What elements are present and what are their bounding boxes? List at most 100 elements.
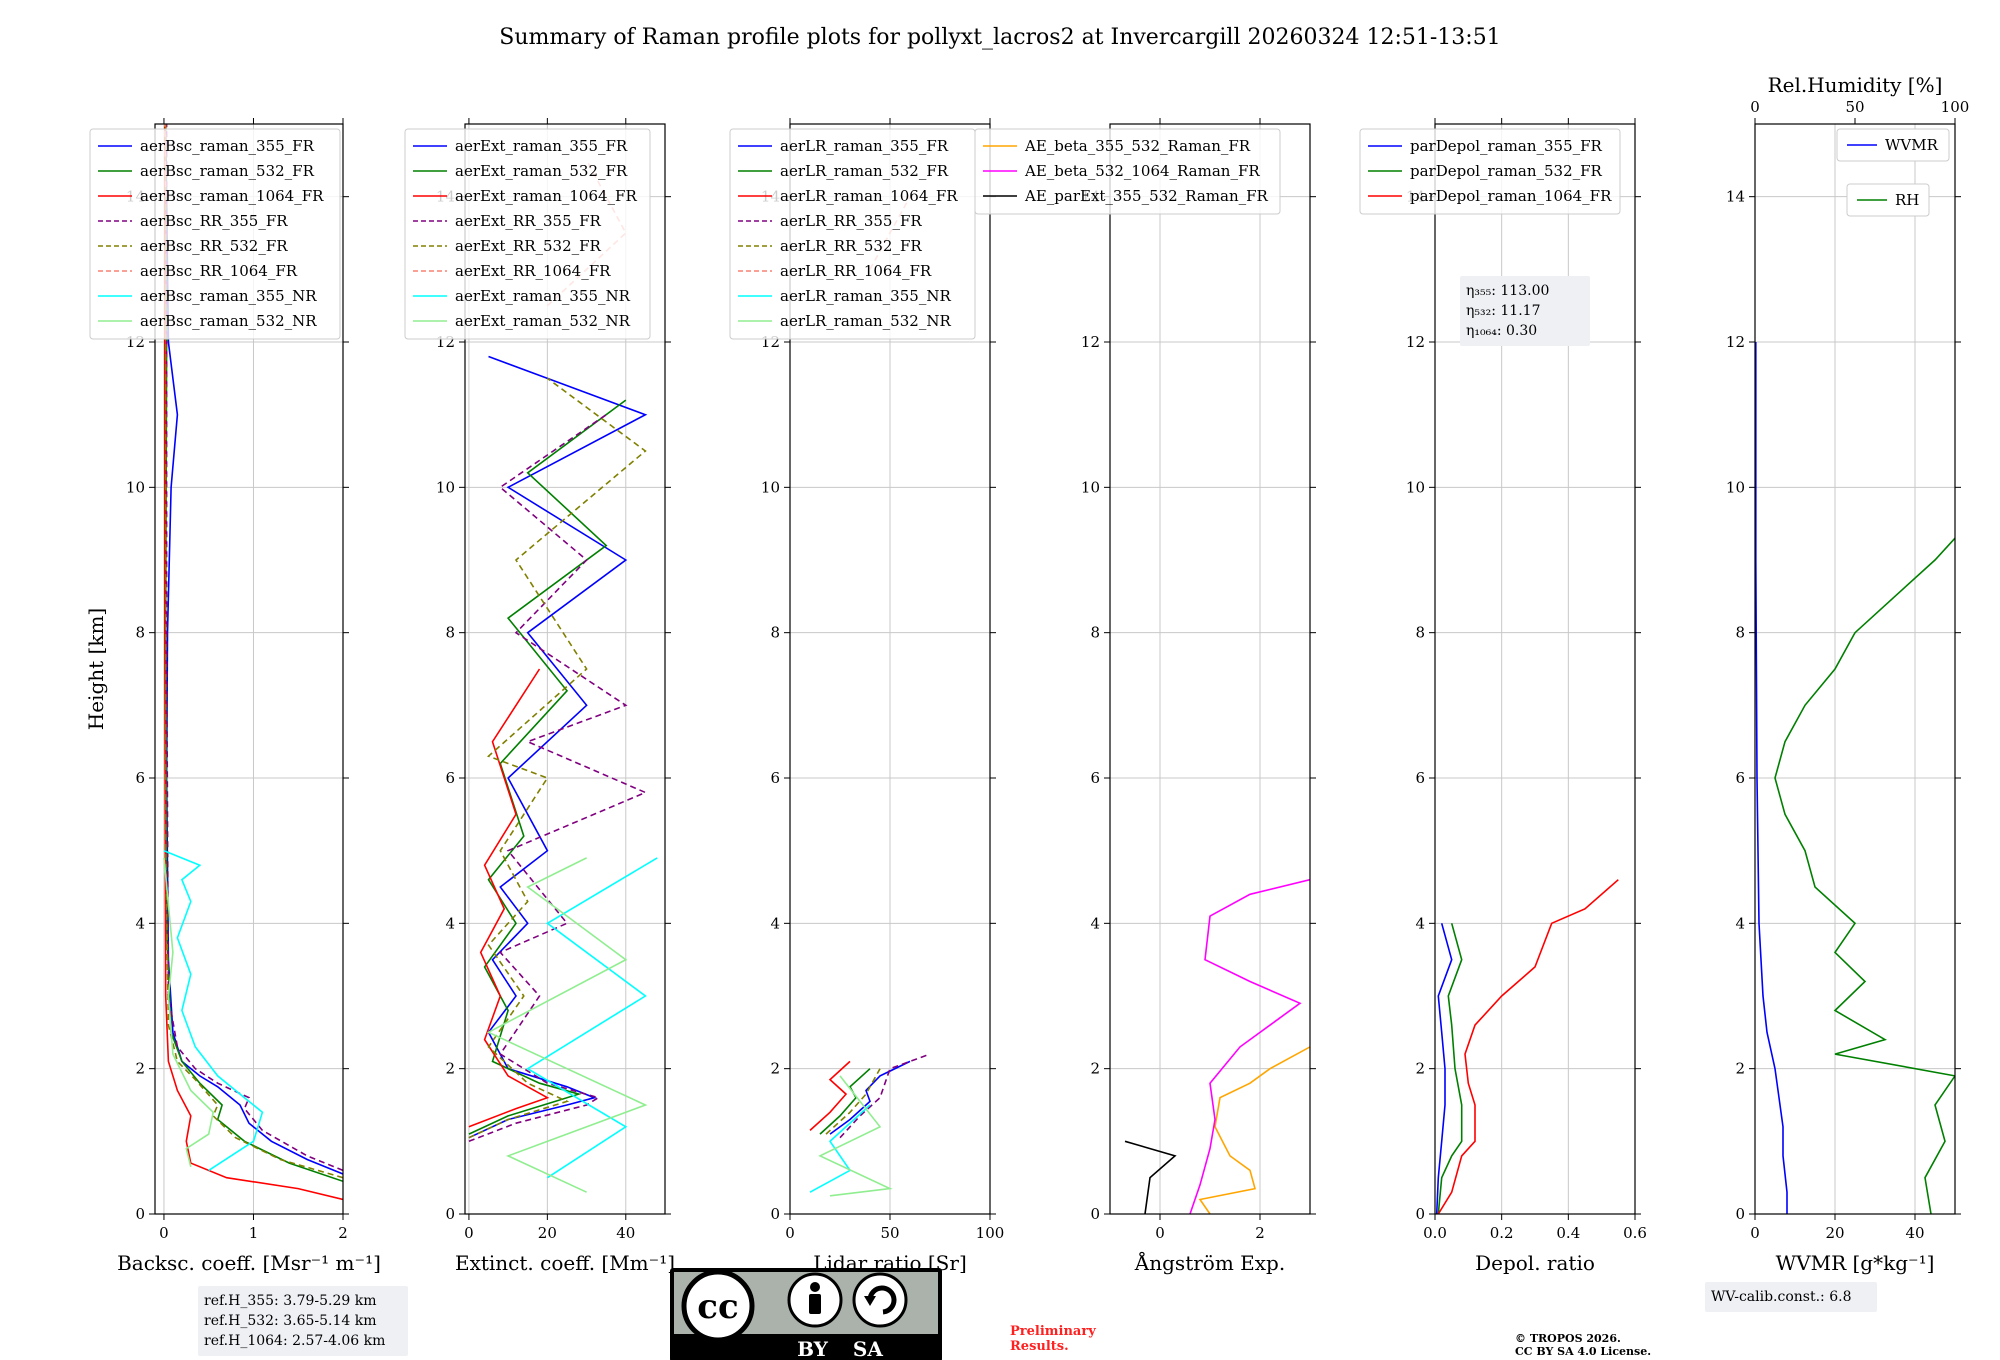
legend-label: aerExt_RR_532_FR — [455, 237, 602, 255]
info-textbox-line: ref.H_355: 3.79-5.29 km — [204, 1293, 377, 1309]
x-tick-label: 0.4 — [1556, 1224, 1580, 1242]
series-line-parDepol_raman_532_FR — [1437, 923, 1463, 1214]
panel-ext: 0204002468101214Extinct. coeff. [Mm⁻¹]ae… — [404, 118, 675, 1275]
x-tick-label: 0 — [785, 1224, 795, 1242]
info-textbox-line: ref.H_1064: 2.57-4.06 km — [204, 1333, 385, 1349]
top-x-axis-label: Rel.Humidity [%] — [1768, 73, 1943, 97]
legend-label: WVMR — [1885, 136, 1939, 154]
footer-group: cc BY SA Preliminary Results. © TROPOS 2026.… — [670, 1268, 1651, 1360]
y-tick-label: 0 — [135, 1205, 145, 1223]
info-textbox-line: WV-calib.const.: 6.8 — [1711, 1289, 1851, 1305]
x-tick-label: 2 — [1255, 1224, 1265, 1242]
legend-label: AE_parExt_355_532_Raman_FR — [1024, 187, 1269, 205]
series-line-aerLR_raman_1064_FR — [809, 1060, 851, 1131]
x-tick-label: 100 — [976, 1224, 1005, 1242]
y-tick-label: 10 — [1081, 478, 1100, 496]
legend-label: aerBsc_RR_355_FR — [140, 212, 288, 230]
y-tick-label: 10 — [126, 478, 145, 496]
series-line-aerLR_raman_532_NR — [818, 1075, 893, 1197]
series-line-aerExt_raman_1064_FR — [468, 668, 550, 1128]
series-group — [1124, 878, 1310, 1214]
legend-box — [1359, 128, 1621, 215]
y-tick-label: 0 — [1735, 1205, 1745, 1223]
y-tick-label: 2 — [770, 1060, 780, 1078]
legend-label: aerExt_raman_532_NR — [455, 312, 631, 330]
preliminary-note: Preliminary Results. — [1010, 1324, 1096, 1354]
x-tick-label: 0.2 — [1490, 1224, 1514, 1242]
info-textbox-line: η₃₅₅: 113.00 — [1466, 283, 1549, 299]
top-x-tick-label: 0 — [1750, 98, 1760, 116]
series-line-aerLR_RR_532_FR — [825, 1068, 881, 1135]
preliminary-note-line: Results. — [1010, 1339, 1069, 1354]
series-line-parDepol_raman_1064_FR — [1437, 879, 1619, 1214]
series-line-aerExt_raman_355_FR — [468, 355, 648, 1139]
legend-label: aerBsc_raman_355_FR — [140, 137, 315, 155]
top-x-tick-label: 100 — [1941, 98, 1970, 116]
y-tick-label: 10 — [1406, 478, 1425, 496]
cc-circle-letters: cc — [697, 1287, 738, 1327]
series-group — [1755, 342, 1955, 1214]
y-tick-label: 0 — [1090, 1205, 1100, 1223]
series-group — [809, 196, 931, 1197]
legend-box — [89, 128, 341, 340]
legend-box — [1846, 183, 1930, 217]
series-group — [163, 124, 343, 1201]
series-line-WVMR — [1755, 342, 1788, 1214]
x-tick-label: 20 — [1825, 1224, 1844, 1242]
legend-label: aerBsc_RR_532_FR — [140, 237, 288, 255]
y-tick-label: 0 — [770, 1205, 780, 1223]
y-tick-label: 2 — [135, 1060, 145, 1078]
series-group — [468, 159, 658, 1193]
series-line-aerBsc_raman_355_FR — [164, 124, 343, 1175]
y-tick-label: 8 — [1090, 624, 1100, 642]
x-tick-label: 0 — [464, 1224, 474, 1242]
info-textbox: WV-calib.const.: 6.8 — [1705, 1282, 1877, 1312]
legend-label: aerLR_RR_532_FR — [780, 237, 922, 255]
x-axis-label: Ångström Exp. — [1134, 1250, 1285, 1275]
sa-arrow-head — [864, 1296, 876, 1306]
y-tick-label: 6 — [770, 769, 780, 787]
legend-wvmr: WVMR — [1836, 128, 1950, 162]
x-tick-label: 0 — [1155, 1224, 1165, 1242]
legend-label: aerBsc_raman_532_FR — [140, 162, 315, 180]
y-tick-label: 4 — [135, 914, 145, 932]
series-line-aerBsc_raman_355_NR — [163, 849, 264, 1172]
y-tick-label: 0 — [445, 1205, 455, 1223]
y-tick-label: 12 — [1726, 333, 1745, 351]
legend-label: parDepol_raman_355_FR — [1410, 137, 1603, 155]
panel-ae: 0202468101214Ångström Exp.AE_beta_355_53… — [974, 118, 1316, 1275]
series-line-RH — [1774, 537, 1955, 1214]
info-textbox-line: η₁₀₆₄: 0.30 — [1466, 323, 1537, 339]
x-axis-label: Backsc. coeff. [Msr⁻¹ m⁻¹] — [117, 1251, 381, 1275]
legend-rh: RH — [1846, 183, 1930, 217]
legend-label: aerBsc_raman_1064_FR — [140, 187, 324, 205]
series-line-AE_beta_532_1064_Raman_FR — [1189, 878, 1310, 1214]
series-line-AE_parExt_355_532_Raman_FR — [1124, 1140, 1177, 1214]
series-line-aerExt_raman_532_NR — [486, 857, 648, 1193]
legend-label: AE_beta_532_1064_Raman_FR — [1024, 162, 1260, 180]
x-tick-label: 40 — [616, 1224, 635, 1242]
series-line-aerExt_raman_355_NR — [526, 857, 658, 1179]
y-tick-label: 6 — [1735, 769, 1745, 787]
y-tick-label: 2 — [1735, 1060, 1745, 1078]
y-tick-label: 10 — [761, 478, 780, 496]
legend: aerBsc_raman_355_FR aerBsc_raman_532_FRae… — [89, 128, 341, 340]
series-line-parDepol_raman_355_FR — [1435, 923, 1453, 1214]
y-tick-label: 0 — [1415, 1205, 1425, 1223]
legend-label: aerBsc_raman_355_NR — [140, 287, 317, 305]
panels-group: 01202468101214Backsc. coeff. [Msr⁻¹ m⁻¹]… — [84, 73, 1969, 1356]
x-tick-label: 0 — [159, 1224, 169, 1242]
y-tick-label: 8 — [135, 624, 145, 642]
legend-label: parDepol_raman_532_FR — [1410, 162, 1603, 180]
info-textbox-bg — [198, 1286, 408, 1356]
sa-share-icon — [852, 1272, 908, 1328]
legend-label: aerBsc_raman_532_NR — [140, 312, 317, 330]
info-textbox: η₃₅₅: 113.00 η₅₃₂: 11.17 η₁₀₆₄: 0.30 — [1460, 276, 1590, 346]
x-tick-label: 40 — [1905, 1224, 1924, 1242]
legend-label: aerExt_raman_355_NR — [455, 287, 631, 305]
by-person-body — [809, 1294, 821, 1314]
x-tick-label: 20 — [538, 1224, 557, 1242]
legend-label: parDepol_raman_1064_FR — [1410, 187, 1612, 205]
axes-frame — [154, 123, 344, 1215]
